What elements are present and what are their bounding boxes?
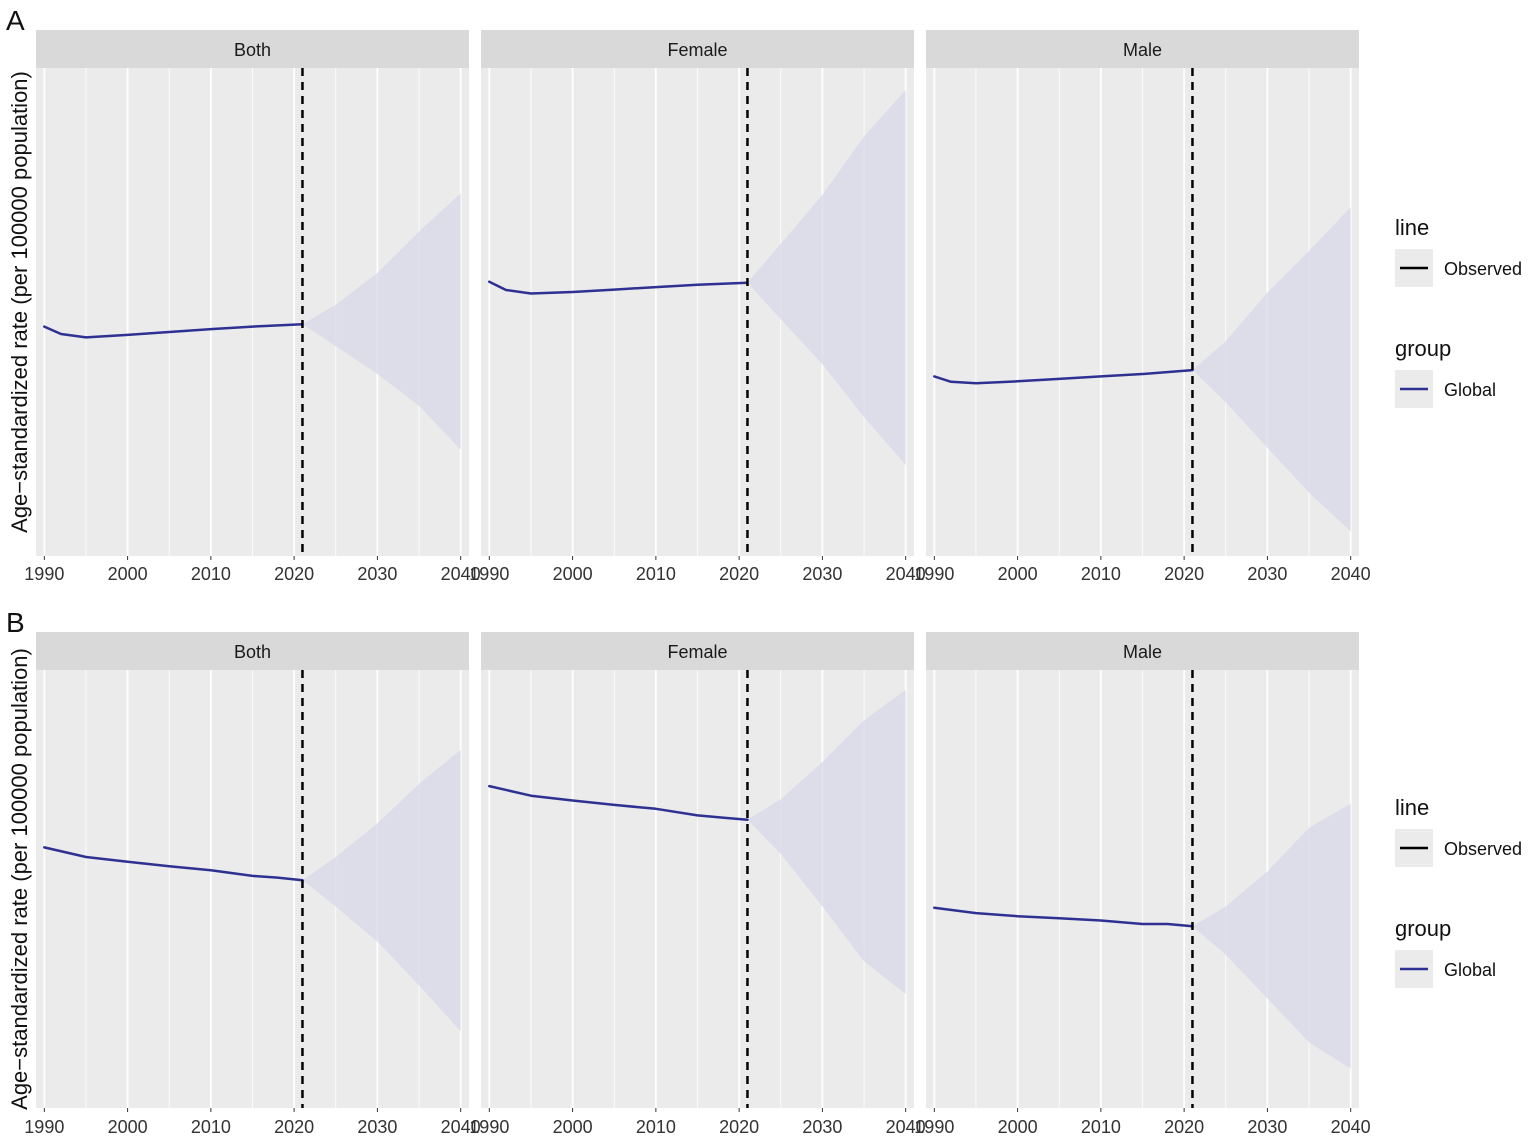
x-tick-label: 2010 (1081, 564, 1121, 584)
forecast-ribbon (747, 90, 906, 466)
x-tick-label: 2030 (802, 564, 842, 584)
x-tick-label: 2000 (998, 1117, 1038, 1137)
observed-line (488, 784, 749, 822)
x-tick-label: 2030 (357, 1117, 397, 1137)
facet-strip (926, 30, 1359, 68)
x-tick-label: 2030 (1247, 1117, 1287, 1137)
facet-both: Both 1990 2000 2010 2020 2030 2040 (24, 632, 481, 1137)
legend-label-observed: Observed (1444, 839, 1522, 859)
panel-letter: B (6, 607, 25, 638)
x-tick-label: 2010 (191, 564, 231, 584)
observed-line (933, 368, 1194, 385)
legend: line Observed group Global (1395, 215, 1522, 408)
x-tick-label: 2040 (441, 564, 481, 584)
x-tick-label: 1990 (469, 1117, 509, 1137)
forecast-ribbon (302, 749, 461, 1032)
x-tick-label: 2000 (998, 564, 1038, 584)
panel-letter: A (6, 5, 25, 36)
facet-strip (36, 30, 469, 68)
legend: line Observed group Global (1395, 795, 1522, 988)
legend-label-observed: Observed (1444, 259, 1522, 279)
x-tick-label: 2010 (636, 1117, 676, 1137)
x-tick-label: 2040 (1331, 1117, 1371, 1137)
observed-line (43, 322, 304, 339)
x-tick-label: 1990 (24, 564, 64, 584)
legend-label-global: Global (1444, 960, 1496, 980)
y-axis-label: Age−standardized rate (per 100000 popula… (7, 71, 32, 533)
x-tick-label: 2030 (1247, 564, 1287, 584)
facet-strip (926, 632, 1359, 670)
legend-title-group: group (1395, 336, 1451, 361)
x-tick-label: 2010 (636, 564, 676, 584)
x-tick-label: 2020 (719, 1117, 759, 1137)
facet-strip-label: Female (667, 40, 727, 60)
x-tick-label: 1990 (24, 1117, 64, 1137)
x-tick-label: 1990 (914, 564, 954, 584)
x-tick-label: 2020 (1164, 1117, 1204, 1137)
x-tick-label: 2040 (1331, 564, 1371, 584)
x-tick-label: 2020 (1164, 564, 1204, 584)
forecast-ribbon (1192, 207, 1351, 532)
facet-female: Female 1990 2000 2010 2020 2030 2040 (469, 632, 926, 1137)
x-tick-label: 1990 (469, 564, 509, 584)
x-tick-label: 2000 (553, 564, 593, 584)
facet-strip (481, 632, 914, 670)
panel-B: B Age−standardized rate (per 100000 popul… (6, 607, 1522, 1137)
x-tick-label: 2040 (886, 564, 926, 584)
x-tick-label: 2000 (108, 1117, 148, 1137)
legend-title-line: line (1395, 215, 1429, 240)
facet-strip-label: Male (1123, 40, 1162, 60)
x-tick-label: 2040 (441, 1117, 481, 1137)
x-tick-label: 2040 (886, 1117, 926, 1137)
facet-strip-label: Both (234, 40, 271, 60)
x-tick-label: 2000 (108, 564, 148, 584)
forecast-ribbon (302, 193, 461, 450)
x-tick-label: 2020 (719, 564, 759, 584)
facet-strip-label: Female (667, 642, 727, 662)
facet-strip-label: Both (234, 642, 271, 662)
x-tick-label: 2030 (357, 564, 397, 584)
facet-strip-label: Male (1123, 642, 1162, 662)
panel-A: A Age−standardized rate (per 100000 popul… (6, 5, 1522, 584)
y-axis-label: Age−standardized rate (per 100000 popula… (7, 648, 32, 1110)
facet-strip (481, 30, 914, 68)
legend-title-group: group (1395, 916, 1451, 941)
facet-both: Both 1990 2000 2010 2020 2030 2040 (24, 30, 481, 584)
facet-female: Female 1990 2000 2010 2020 2030 2040 (469, 30, 926, 584)
forecast-ribbon (747, 689, 906, 995)
legend-title-line: line (1395, 795, 1429, 820)
x-tick-label: 1990 (914, 1117, 954, 1137)
x-tick-label: 2020 (274, 564, 314, 584)
x-tick-label: 2000 (553, 1117, 593, 1137)
facet-male: Male 1990 2000 2010 2020 2030 2040 (914, 632, 1371, 1137)
x-tick-label: 2010 (1081, 1117, 1121, 1137)
x-tick-label: 2030 (802, 1117, 842, 1137)
observed-line (933, 906, 1194, 928)
facet-strip (36, 632, 469, 670)
observed-line (43, 846, 304, 882)
x-tick-label: 2010 (191, 1117, 231, 1137)
observed-line (488, 280, 749, 295)
x-tick-label: 2020 (274, 1117, 314, 1137)
legend-label-global: Global (1444, 380, 1496, 400)
facet-male: Male 1990 2000 2010 2020 2030 2040 (914, 30, 1371, 584)
forecast-ribbon (1192, 803, 1351, 1069)
